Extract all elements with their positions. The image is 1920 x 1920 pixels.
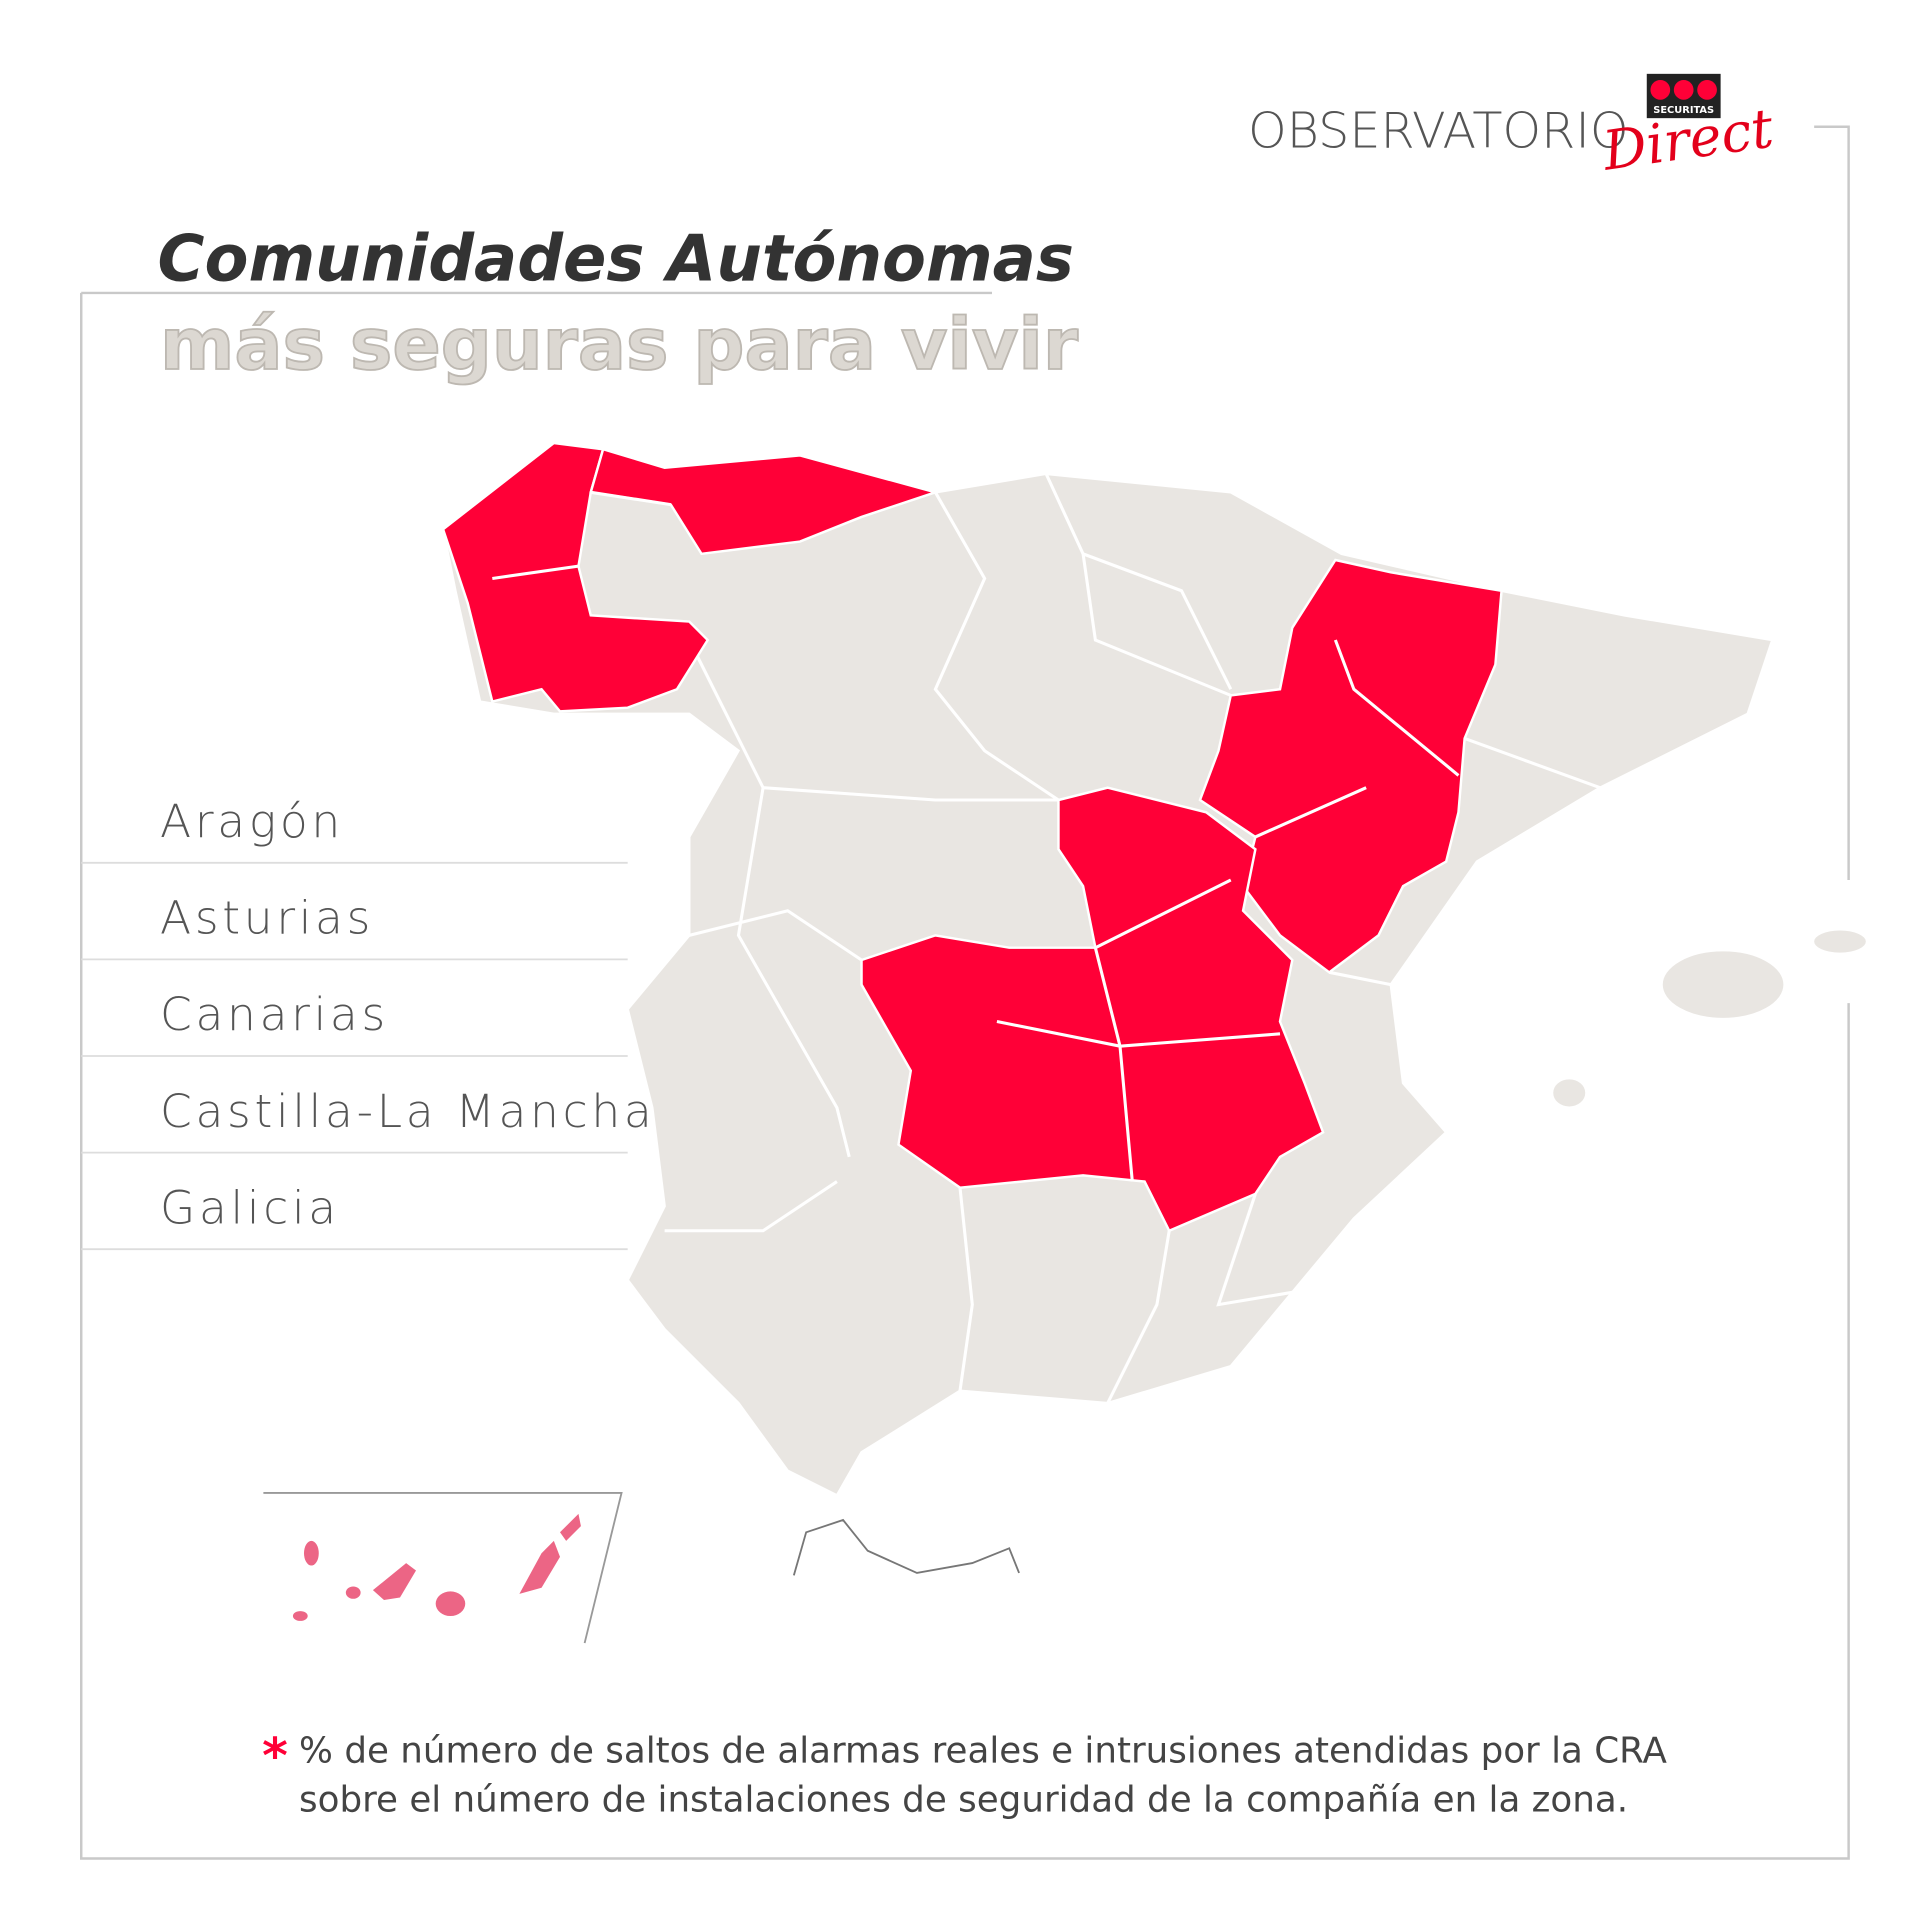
region-border	[492, 490, 1460, 1182]
island	[345, 1586, 361, 1599]
island	[1550, 1076, 1588, 1109]
logo-top: SECURITAS	[1653, 105, 1714, 116]
frame	[80, 125, 1850, 1860]
footnote-marker: *	[262, 1726, 288, 1784]
island	[560, 1513, 581, 1541]
region-name: Asturias	[160, 892, 374, 945]
island	[292, 1611, 308, 1621]
region-name: Castilla-La Mancha	[160, 1085, 655, 1138]
island	[435, 1591, 466, 1616]
logo-dot	[1697, 80, 1717, 100]
island	[304, 1540, 319, 1566]
inset-frame	[263, 1492, 623, 1644]
logo-dot	[1673, 80, 1694, 100]
canary-islands	[292, 1513, 581, 1621]
brand: OBSERVATORIO	[1248, 102, 1629, 160]
island	[372, 1563, 416, 1600]
island	[519, 1540, 560, 1594]
footnote-line: sobre el número de instalaciones de segu…	[299, 1780, 1628, 1821]
region-list: Aragón Asturias Canarias Castilla-La Mancha…	[81, 795, 655, 1251]
subtitle: más seguras para vivir	[160, 303, 1078, 386]
coastline	[792, 1518, 1020, 1576]
island	[1660, 948, 1786, 1021]
region-border	[664, 473, 1601, 1404]
logo-dot	[1650, 80, 1671, 100]
region-castilla-la-mancha	[860, 786, 1325, 1233]
title: Comunidades Autónomas	[158, 223, 1074, 297]
region-aragon	[1198, 558, 1503, 974]
map	[263, 441, 1869, 1644]
island	[1811, 928, 1869, 956]
region-name: Aragón	[160, 795, 344, 848]
region-name: Canarias	[160, 988, 389, 1041]
region-name: Galicia	[160, 1181, 340, 1234]
footnote-line: % de número de saltos de alarmas reales …	[299, 1730, 1667, 1771]
